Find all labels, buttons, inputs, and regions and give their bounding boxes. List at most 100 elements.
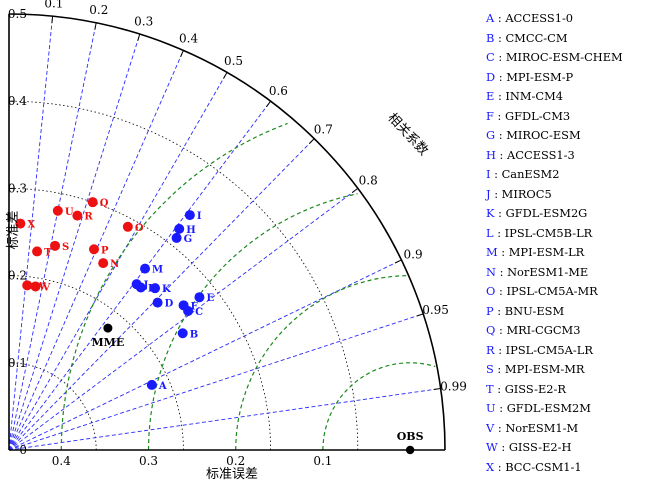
ensemble-point	[103, 323, 113, 333]
legend-key: T	[486, 381, 494, 396]
legend-separator: :	[497, 440, 509, 454]
model-point-label: F	[191, 301, 198, 312]
std-arc	[8, 188, 271, 451]
legend-item: R : IPSL-CM5A-LR	[486, 341, 646, 361]
legend-key: U	[486, 401, 496, 415]
x-axis-title: 标准误差	[206, 467, 258, 482]
correlation-tick-mark	[394, 259, 402, 264]
legend-item: O : IPSL-CM5A-MR	[486, 282, 646, 302]
y-tick-label: 0.1	[8, 356, 27, 370]
model-point-label: T	[44, 247, 52, 258]
model-point-label: J	[143, 280, 149, 291]
model-point-label: D	[165, 299, 174, 310]
legend-key: D	[486, 69, 496, 84]
legend-item: H : ACCESS1-3	[486, 146, 646, 166]
legend-separator: :	[495, 284, 507, 298]
legend-model-name: MRI-CGCM3	[506, 323, 581, 337]
legend-model-name: MIROC-ESM	[506, 128, 581, 142]
legend-item: G : MIROC-ESM	[486, 126, 646, 146]
rms-tick-label: 0.1	[313, 454, 332, 468]
y-tick-label: 0.2	[8, 269, 27, 283]
legend-key: V	[486, 420, 495, 435]
legend-model-name: GISS-E2-H	[508, 440, 572, 454]
correlation-tick-label: 0.7	[314, 122, 333, 136]
correlation-tick-label: 0.6	[269, 84, 288, 98]
legend-item: X : BCC-CSM1-1	[486, 458, 646, 478]
y-tick-label: 0	[19, 443, 27, 457]
model-point	[22, 280, 33, 291]
legend: A : ACCESS1-0 B : CMCC-CM C : MIROC-ESM-CH…	[486, 9, 646, 477]
frame-layer: 0.1 0.2 0.3 0.4 0.5 0.6 0.7 0.8 0.9 0.95 0.99 0.4 0.…	[8, 0, 467, 468]
model-point	[146, 379, 157, 390]
legend-model-name: GFDL-ESM2G	[505, 206, 588, 220]
legend-item: F : GFDL-CM3	[486, 107, 646, 127]
points-layer: OBS MME A BC D EF GHI J KLM N O P QR ST U VW X	[15, 197, 424, 455]
rms-arc	[60, 122, 288, 451]
model-point	[178, 300, 189, 311]
model-point-label: V	[42, 282, 51, 293]
legend-key: O	[486, 284, 496, 298]
legend-separator: :	[490, 167, 502, 181]
legend-item: D : MPI-ESM-P	[486, 68, 646, 88]
legend-model-name: MPI-ESM-LR	[508, 245, 585, 259]
reference-label: OBS	[397, 430, 424, 443]
correlation-ray	[8, 22, 97, 451]
rms-arc	[147, 193, 358, 451]
legend-model-name: IPSL-CM5A-MR	[506, 284, 598, 298]
legend-model-name: BNU-ESM	[504, 303, 565, 318]
model-point-label: P	[101, 245, 109, 256]
legend-model-name: IPSL-CM5A-LR	[505, 342, 593, 357]
model-point-label: R	[84, 212, 93, 223]
correlation-tick-label: 0.8	[359, 174, 378, 188]
reference-point	[405, 445, 415, 455]
legend-model-name: NorESM1-M	[505, 420, 579, 435]
legend-key: R	[486, 342, 495, 357]
correlation-tick-label: 0.4	[179, 31, 198, 45]
legend-separator: :	[494, 11, 506, 25]
legend-separator: :	[494, 30, 506, 45]
legend-item: W : GISS-E2-H	[486, 438, 646, 458]
legend-key: M	[486, 245, 498, 259]
rms-tick-label: 0.2	[226, 454, 245, 468]
model-point	[30, 281, 41, 292]
legend-item: N : NorESM1-ME	[486, 263, 646, 283]
legend-model-name: CanESM2	[501, 167, 560, 181]
correlation-tick-mark	[351, 187, 359, 194]
legend-key: I	[486, 167, 491, 181]
legend-separator: :	[495, 128, 507, 142]
legend-item: J : MIROC5	[486, 185, 646, 205]
model-point-label: Q	[100, 198, 109, 209]
model-point-label: E	[206, 293, 214, 304]
legend-item: P : BNU-ESM	[486, 302, 646, 322]
model-point-label: N	[110, 259, 119, 270]
model-point	[50, 240, 61, 251]
legend-key: J	[486, 186, 491, 201]
model-point	[171, 232, 182, 243]
correlation-ray	[8, 33, 141, 451]
model-point	[150, 283, 161, 294]
legend-separator: :	[495, 323, 507, 337]
legend-separator: :	[494, 342, 506, 357]
model-point-label: M	[152, 265, 163, 276]
model-point	[15, 218, 26, 229]
legend-model-name: MPI-ESM-MR	[504, 362, 585, 376]
model-point	[184, 210, 195, 221]
ensemble-label: MME	[92, 336, 125, 349]
legend-separator: :	[493, 362, 505, 376]
legend-item: K : GFDL-ESM2G	[486, 204, 646, 224]
rms-arc	[322, 362, 436, 450]
correlation-tick-label: 0.95	[422, 303, 449, 317]
model-point	[98, 258, 109, 269]
legend-separator: :	[493, 381, 505, 396]
correlation-tick-mark	[223, 72, 228, 79]
legend-key: B	[486, 30, 495, 45]
legend-model-name: GFDL-ESM2M	[506, 401, 591, 415]
correlation-tick-mark	[51, 16, 54, 24]
legend-model-name: CMCC-CM	[505, 30, 568, 45]
model-point-label: K	[162, 284, 171, 295]
correlation-ray	[8, 16, 54, 451]
correlation-tick-mark	[433, 387, 441, 390]
legend-separator: :	[494, 89, 506, 103]
correlation-tick-label: 0.3	[134, 15, 153, 29]
legend-item: V : NorESM1-M	[486, 419, 646, 439]
